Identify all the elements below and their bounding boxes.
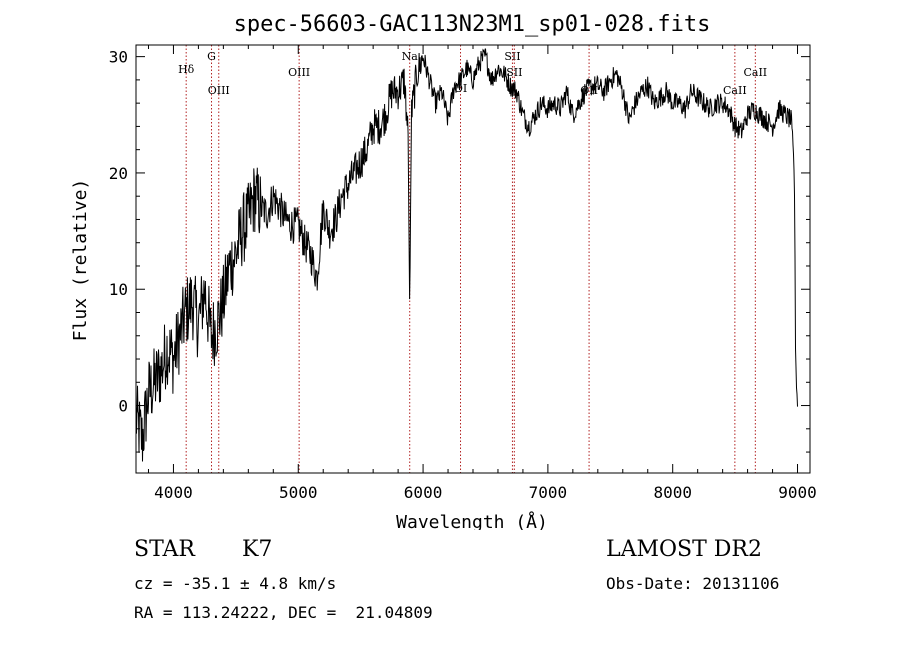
x-tick-label: 5000 — [279, 483, 318, 502]
line-label: G — [207, 50, 216, 63]
line-label: OIII — [208, 84, 230, 97]
flux-series — [135, 48, 798, 462]
chart-title: spec-56603-GAC113N23M1_sp01-028.fits — [234, 12, 711, 37]
x-axis-label: Wavelength (Å) — [396, 511, 548, 530]
y-tick-label: 0 — [118, 397, 128, 416]
x-tick-label: 6000 — [404, 483, 443, 502]
spectrum-line — [135, 48, 798, 462]
observation-date: Obs-Date: 20131106 — [606, 574, 780, 593]
line-label: SII — [504, 50, 520, 63]
x-tick-label: 4000 — [154, 483, 193, 502]
subclass: K7 — [242, 537, 273, 562]
y-tick-label: 10 — [109, 280, 128, 299]
line-label: Hδ — [178, 63, 195, 76]
line-label: Na — [402, 50, 419, 63]
spectrum-chart: spec-56603-GAC113N23M1_sp01-028.fits Hδ G… — [70, 12, 817, 530]
axes: 4000 5000 6000 7000 8000 9000 0 10 20 30 — [109, 44, 817, 502]
x-tick-label: 7000 — [529, 483, 568, 502]
line-label: SII — [506, 66, 522, 79]
y-tick-label: 30 — [109, 48, 128, 67]
coordinates: RA = 113.24222, DEC = 21.04809 — [134, 603, 433, 622]
line-label: OIII — [288, 66, 310, 79]
survey-label: LAMOST DR2 — [606, 537, 762, 562]
object-type: STAR — [134, 537, 195, 562]
y-axis-label: Flux (relative) — [70, 179, 91, 342]
redshift-cz: cz = -35.1 ± 4.8 km/s — [134, 574, 337, 593]
x-tick-label: 9000 — [778, 483, 817, 502]
y-tick-label: 20 — [109, 164, 128, 183]
line-label: CaII — [723, 84, 747, 97]
line-label: CaII — [743, 66, 767, 79]
x-tick-label: 8000 — [653, 483, 692, 502]
